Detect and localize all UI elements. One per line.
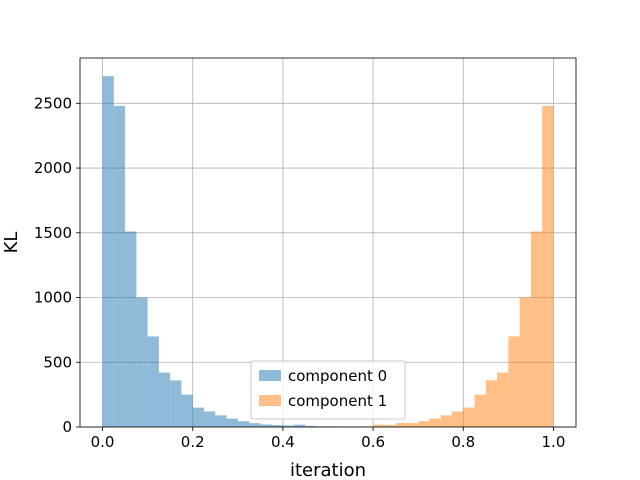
x-tick-label: 0.2 bbox=[181, 433, 205, 451]
y-tick-label: 500 bbox=[43, 353, 72, 371]
histogram-bar-component-1 bbox=[497, 372, 509, 427]
y-axis-ticks: 0 500 1000 1500 2000 2500 bbox=[34, 94, 80, 436]
histogram-bar-component-1 bbox=[373, 424, 385, 427]
histogram-bar-component-0 bbox=[305, 425, 317, 427]
x-axis-label: iteration bbox=[290, 460, 366, 480]
histogram-bar-component-0 bbox=[192, 407, 204, 427]
histogram-bar-component-1 bbox=[463, 407, 475, 427]
histogram-bar-component-0 bbox=[271, 425, 283, 427]
histogram-bar-component-1 bbox=[485, 380, 498, 427]
histogram-bar-component-0 bbox=[125, 231, 137, 427]
histogram-bar-component-0 bbox=[237, 421, 250, 427]
y-tick-label: 2000 bbox=[34, 159, 72, 177]
histogram-bar-component-0 bbox=[204, 411, 216, 427]
histogram-bar-component-0 bbox=[147, 336, 159, 427]
histogram-bar-component-0 bbox=[158, 372, 171, 427]
legend-swatch-component-0 bbox=[259, 370, 281, 381]
y-tick-label: 1000 bbox=[34, 289, 72, 307]
legend: component 0 component 1 bbox=[250, 360, 406, 420]
histogram-bar-component-1 bbox=[440, 415, 452, 427]
histogram-bar-component-0 bbox=[215, 415, 227, 427]
histogram-bar-component-0 bbox=[136, 297, 148, 427]
histogram-bar-component-1 bbox=[519, 297, 531, 427]
histogram-bar-component-0 bbox=[249, 423, 261, 427]
x-tick-label: 1.0 bbox=[542, 433, 566, 451]
histogram-bar-component-0 bbox=[181, 394, 193, 427]
histogram-bar-component-0 bbox=[113, 105, 126, 427]
histogram-bar-component-1 bbox=[395, 423, 407, 427]
histogram-bar-component-1 bbox=[542, 105, 554, 427]
legend-box bbox=[250, 360, 406, 420]
legend-label-component-0: component 0 bbox=[288, 367, 387, 385]
x-tick-label: 0.8 bbox=[451, 433, 475, 451]
bars-component-1 bbox=[102, 105, 554, 427]
y-tick-label: 2500 bbox=[34, 94, 72, 112]
histogram-bar-component-1 bbox=[530, 231, 543, 427]
x-tick-label: 0.0 bbox=[91, 433, 115, 451]
histogram-bar-component-1 bbox=[474, 394, 486, 427]
histogram-bar-component-1 bbox=[406, 423, 419, 427]
y-tick-label: 1500 bbox=[34, 224, 72, 242]
plot-frame bbox=[79, 57, 577, 428]
histogram-bar-component-0 bbox=[294, 424, 306, 427]
histogram-bar-component-0 bbox=[282, 425, 295, 427]
histogram-bar-component-0 bbox=[102, 76, 114, 427]
histogram-bar-component-1 bbox=[429, 418, 441, 427]
x-tick-label: 0.4 bbox=[271, 433, 295, 451]
y-axis-label: KL bbox=[1, 232, 22, 254]
legend-swatch-component-1 bbox=[259, 395, 281, 406]
histogram-bar-component-0 bbox=[226, 418, 238, 427]
y-tick-label: 0 bbox=[62, 418, 72, 436]
x-tick-label: 0.6 bbox=[361, 433, 385, 451]
histogram-bar-component-0 bbox=[260, 424, 272, 427]
x-axis-ticks: 0.0 0.2 0.4 0.6 0.8 1.0 bbox=[91, 427, 566, 451]
histogram-bar-component-1 bbox=[508, 336, 520, 427]
histogram-bar-component-0 bbox=[170, 380, 182, 427]
legend-label-component-1: component 1 bbox=[288, 392, 387, 410]
histogram-bar-component-1 bbox=[452, 411, 464, 427]
histogram-bar-component-1 bbox=[384, 425, 396, 427]
histogram-bar-component-1 bbox=[418, 421, 430, 427]
